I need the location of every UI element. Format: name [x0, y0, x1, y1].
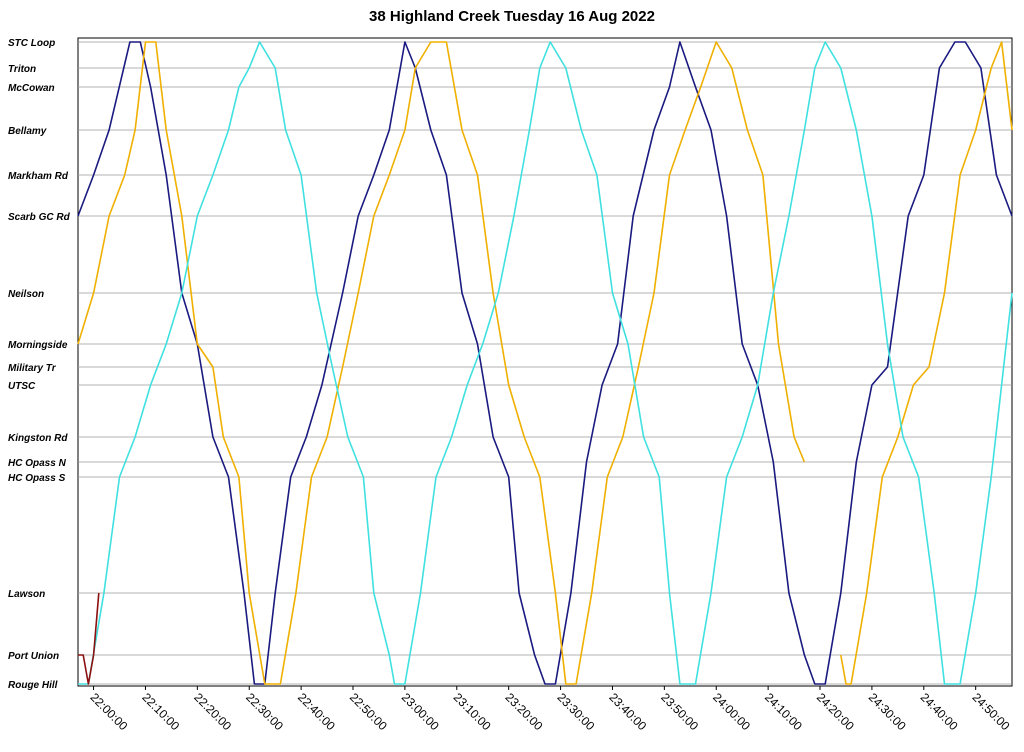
stop-labels: STC Loop Triton McCowan Bellamy Markham Rd Sc…: [8, 38, 71, 691]
x-tick-label: 22:30:00: [243, 690, 286, 733]
x-tick-label: 24:00:00: [710, 690, 753, 733]
x-tick-label: 22:10:00: [139, 690, 182, 733]
stop-label: STC Loop: [8, 38, 55, 49]
stop-label: Triton: [8, 64, 36, 75]
x-tick-label: 24:40:00: [918, 690, 961, 733]
series-line-4: [78, 592, 100, 685]
stop-label: HC Opass N: [8, 458, 67, 469]
stop-label: McCowan: [8, 83, 55, 94]
stop-label: Lawson: [8, 589, 45, 600]
x-tick-label: 22:20:00: [191, 690, 234, 733]
x-tick-label: 23:30:00: [554, 690, 597, 733]
stop-label: Rouge Hill: [8, 680, 58, 691]
x-tick-label: 23:50:00: [658, 690, 701, 733]
stop-label: Military Tr: [8, 363, 57, 374]
stop-label: UTSC: [8, 381, 36, 392]
stop-label: Scarb GC Rd: [8, 212, 71, 223]
stop-label: Bellamy: [8, 126, 47, 137]
series-line-0: [77, 41, 1013, 685]
x-tick-label: 23:40:00: [606, 690, 649, 733]
series-lines: [77, 41, 1013, 685]
x-tick-label: 23:10:00: [451, 690, 494, 733]
stop-label: Kingston Rd: [8, 433, 68, 444]
series-line-3: [78, 41, 1013, 685]
stop-label: Neilson: [8, 289, 44, 300]
x-tick-label: 22:00:00: [87, 690, 130, 733]
x-tick-label: 24:50:00: [970, 690, 1013, 733]
x-tick-label: 24:20:00: [814, 690, 857, 733]
x-tick-label: 23:00:00: [399, 690, 442, 733]
x-tick-label: 24:30:00: [866, 690, 909, 733]
series-line-2: [840, 41, 1013, 685]
stop-label: Port Union: [8, 651, 59, 662]
x-tick-label: 22:50:00: [347, 690, 390, 733]
series-line-1: [77, 41, 806, 685]
stop-label: HC Opass S: [8, 473, 66, 484]
plot-area: [77, 37, 1013, 687]
chart-title: 38 Highland Creek Tuesday 16 Aug 2022: [369, 8, 655, 25]
x-tick-label: 23:20:00: [503, 690, 546, 733]
stop-label: Markham Rd: [8, 171, 69, 182]
x-tick-label: 22:40:00: [295, 690, 338, 733]
stop-label: Morningside: [8, 340, 68, 351]
x-tick-label: 24:10:00: [762, 690, 805, 733]
time-axis-labels: 22:00:00 22:10:00 22:20:00 22:30:00 22:40:00…: [87, 686, 1013, 733]
